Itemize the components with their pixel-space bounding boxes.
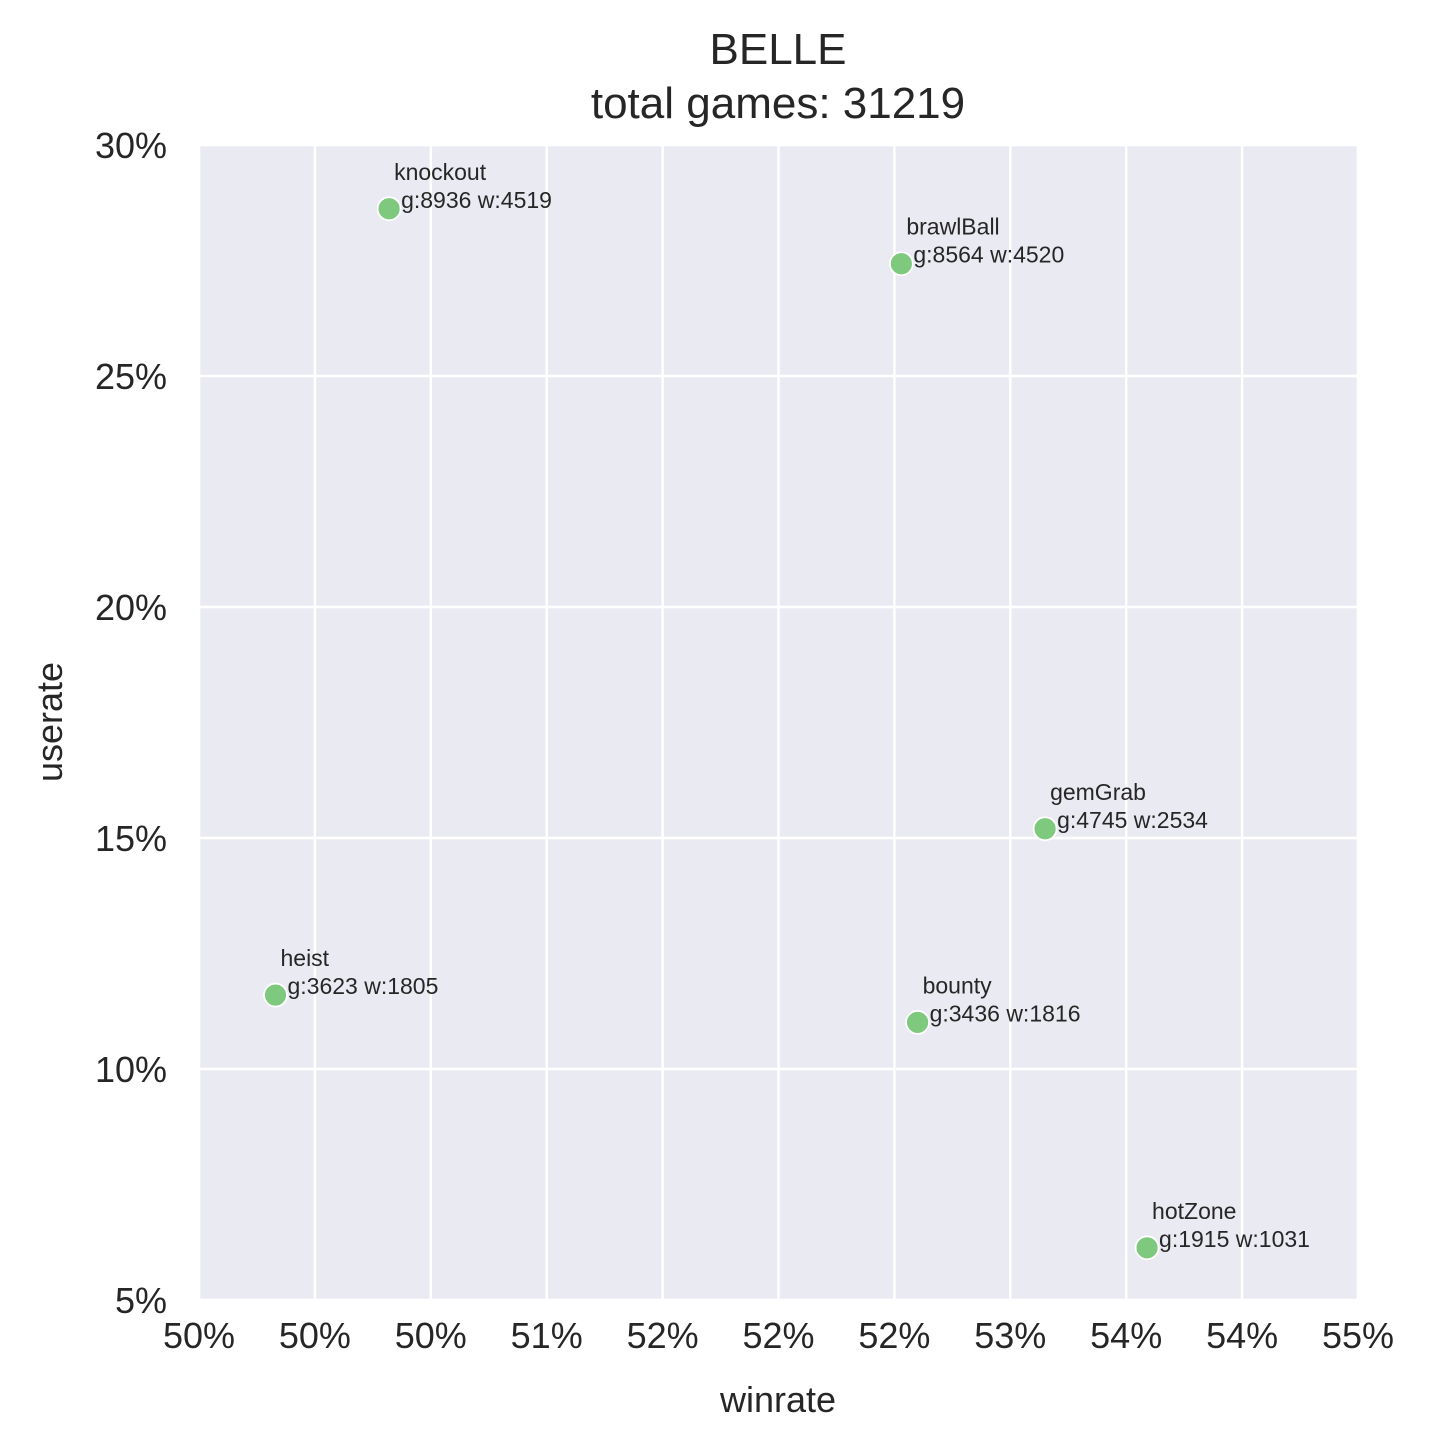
point-name-label: knockout [394, 159, 487, 185]
x-tick-label: 50% [279, 1315, 351, 1356]
point-stats-label: g:4745 w:2534 [1057, 807, 1208, 833]
y-axis-label: userate [29, 662, 70, 782]
point-name-label: brawlBall [906, 214, 999, 240]
point-stats-label: g:8936 w:4519 [401, 187, 552, 213]
y-tick-label: 15% [95, 818, 167, 859]
chart-title: BELLE [710, 25, 847, 74]
x-tick-label: 52% [858, 1315, 930, 1356]
x-tick-label: 54% [1206, 1315, 1278, 1356]
x-tick-label: 50% [163, 1315, 235, 1356]
y-tick-label: 20% [95, 587, 167, 628]
y-tick-label: 10% [95, 1049, 167, 1090]
x-tick-label: 52% [627, 1315, 699, 1356]
data-point-hotZone [1134, 1235, 1160, 1261]
point-name-label: gemGrab [1050, 779, 1146, 805]
point-stats-label: g:3436 w:1816 [930, 1000, 1081, 1026]
data-point-brawlBall [888, 251, 914, 277]
y-tick-label: 25% [95, 356, 167, 397]
y-tick-label: 30% [95, 125, 167, 166]
point-stats-label: g:1915 w:1031 [1159, 1226, 1310, 1252]
x-tick-label: 55% [1322, 1315, 1394, 1356]
point-stats-label: g:3623 w:1805 [287, 973, 438, 999]
y-tick-label: 5% [115, 1280, 167, 1321]
chart-subtitle: total games: 31219 [591, 79, 965, 128]
data-points [263, 196, 1160, 1261]
point-stats-label: g:8564 w:4520 [913, 242, 1064, 268]
x-tick-label: 53% [974, 1315, 1046, 1356]
data-point-heist [263, 982, 288, 1008]
axis-ticks: 50% 50% 50% 51% 52% 52% 52% 53% 54% 54% 55% 5% 10% 15… [95, 125, 1394, 1356]
data-point-knockout [376, 196, 402, 222]
x-tick-label: 52% [742, 1315, 814, 1356]
x-tick-label: 54% [1090, 1315, 1162, 1356]
point-name-label: bounty [923, 972, 993, 998]
x-axis-label: winrate [719, 1379, 836, 1420]
data-point-gemGrab [1032, 816, 1058, 842]
data-point-bounty [905, 1009, 930, 1035]
grid-lines [197, 143, 1360, 1302]
x-tick-label: 50% [395, 1315, 467, 1356]
point-name-label: hotZone [1152, 1198, 1236, 1224]
point-name-label: heist [280, 945, 329, 971]
x-tick-label: 51% [511, 1315, 583, 1356]
